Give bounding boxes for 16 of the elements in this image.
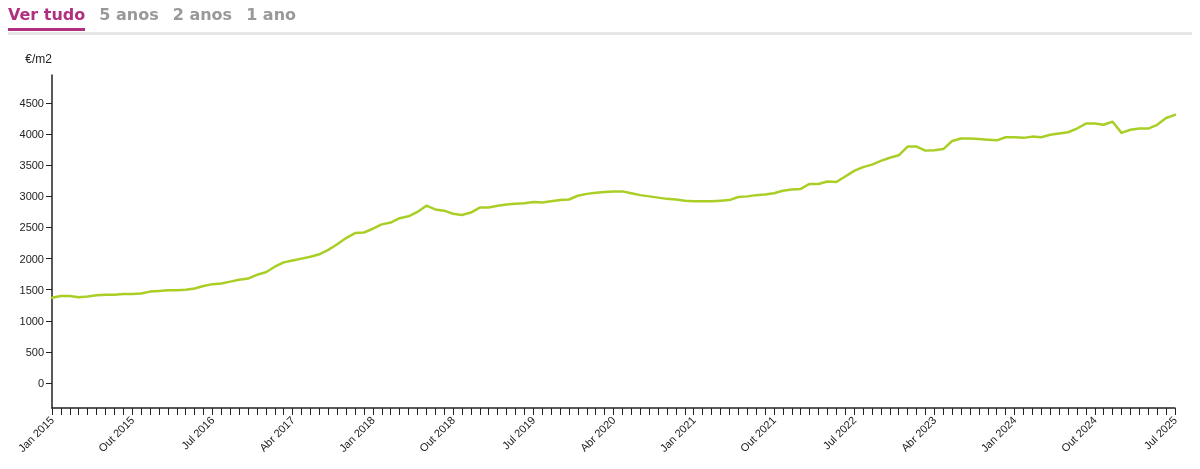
y-axis-title: €/m2 <box>25 52 53 66</box>
y-tick-label: 3000 <box>19 190 44 203</box>
y-tick-label: 500 <box>25 345 44 358</box>
line-series <box>50 113 1177 300</box>
y-tick-label: 3500 <box>19 159 44 172</box>
y-tick-label: 1000 <box>19 314 44 327</box>
text: Ver tudo <box>8 2 86 31</box>
text: 2 anos <box>172 4 233 26</box>
text: 5 anos <box>99 4 159 26</box>
y-tick-label: 4000 <box>19 128 44 141</box>
y-tick-label: 2000 <box>19 252 44 265</box>
y-tick-label: 2500 <box>19 221 44 234</box>
text: 1 ano <box>246 4 297 26</box>
y-tick-label: 4500 <box>19 97 44 110</box>
y-tick-label: 0 <box>37 377 44 390</box>
y-tick-label: 1500 <box>19 283 44 296</box>
